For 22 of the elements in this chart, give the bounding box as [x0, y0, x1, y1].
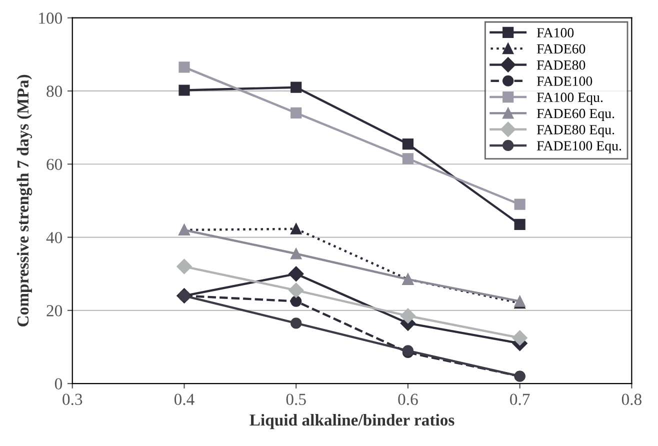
- x-tick-label: 0.7: [510, 394, 530, 406]
- y-tick-label: 100: [39, 12, 62, 24]
- x-tick-label: 0.3: [62, 394, 82, 406]
- x-tick-label: 0.4: [174, 394, 194, 406]
- y-tick-label: 80: [46, 86, 62, 97]
- y-axis-title: Compressive strength 7 days (MPa): [16, 74, 32, 326]
- x-tick-label: 0.5: [286, 394, 306, 406]
- legend-label: FADE80 Equ.: [536, 124, 614, 138]
- legend-label: FADE60: [536, 44, 586, 54]
- y-tick-label: 0: [54, 378, 62, 390]
- x-axis-title: Liquid alkaline/binder ratios: [250, 414, 454, 430]
- x-tick-label: 0.8: [622, 394, 642, 406]
- y-tick-label: 20: [46, 305, 62, 316]
- y-tick-label: 40: [46, 232, 62, 244]
- x-tick-label: 0.6: [398, 394, 418, 406]
- legend-label: FA100: [536, 28, 574, 38]
- legend-label: FADE80: [536, 60, 586, 70]
- legend-label: FA100 Equ.: [536, 92, 603, 105]
- y-tick-label: 60: [46, 158, 62, 170]
- legend-label: FADE100: [536, 76, 592, 86]
- legend-label: FADE60 Equ.: [536, 108, 614, 122]
- legend-label: FADE100 Equ.: [536, 141, 622, 154]
